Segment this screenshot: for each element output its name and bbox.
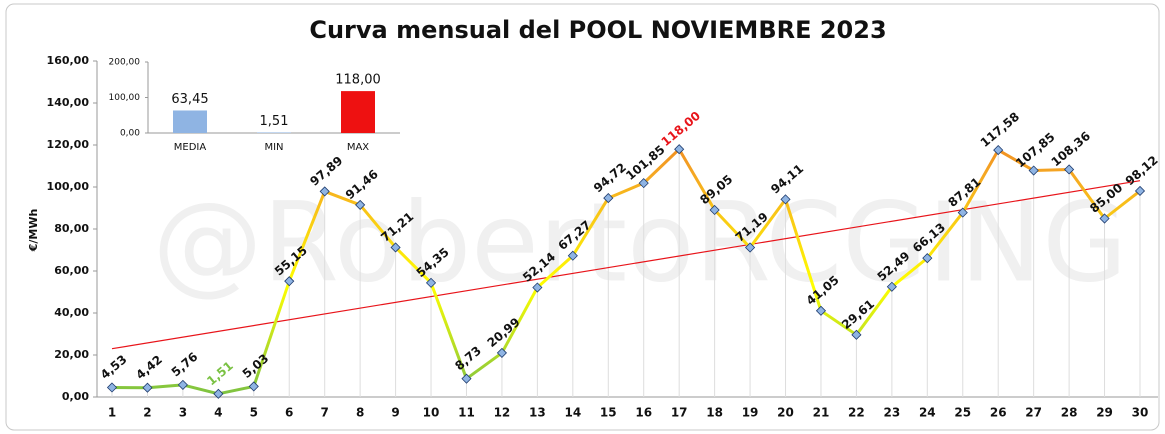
x-tick-label: 15 bbox=[600, 406, 617, 420]
x-tick-label: 1 bbox=[108, 406, 116, 420]
marker bbox=[922, 253, 933, 264]
x-tick-label: 22 bbox=[848, 406, 865, 420]
x-tick-label: 7 bbox=[321, 406, 329, 420]
x-tick-label: 13 bbox=[529, 406, 546, 420]
marker bbox=[1134, 185, 1146, 197]
watermark: @RobertoRCGING bbox=[153, 178, 1128, 306]
x-tick-label: 6 bbox=[285, 406, 293, 420]
y-tick-label: 100,00 bbox=[47, 180, 90, 193]
marker bbox=[142, 382, 153, 393]
marker bbox=[638, 178, 649, 189]
y-tick-label: 0,00 bbox=[120, 129, 140, 139]
marker bbox=[496, 347, 507, 358]
x-tick-label: 2 bbox=[143, 406, 151, 420]
x-tick-label: 25 bbox=[954, 406, 971, 420]
marker bbox=[248, 381, 259, 392]
marker bbox=[674, 144, 685, 155]
x-tick-label: 24 bbox=[919, 406, 936, 420]
y-tick-label: 200,00 bbox=[109, 58, 141, 68]
trendline bbox=[111, 180, 1141, 350]
x-tick-label: 29 bbox=[1096, 406, 1113, 420]
y-tick-label: 20,00 bbox=[54, 348, 89, 361]
marker bbox=[957, 207, 968, 218]
bar bbox=[341, 91, 375, 133]
marker bbox=[532, 282, 543, 293]
x-tick-label: 14 bbox=[564, 406, 581, 420]
x-tick-label: 4 bbox=[214, 406, 222, 420]
marker bbox=[567, 250, 578, 261]
marker bbox=[815, 305, 827, 316]
x-tick-label: MEDIA bbox=[174, 142, 207, 153]
marker bbox=[319, 186, 330, 197]
line bbox=[111, 147, 1141, 396]
marker bbox=[780, 194, 791, 205]
x-tick-label: MAX bbox=[347, 142, 369, 153]
chart-title: Curva mensual del POOL NOVIEMBRE 2023 bbox=[309, 16, 886, 44]
x-tick-label: 19 bbox=[742, 406, 759, 420]
y-tick-label: 140,00 bbox=[47, 96, 90, 109]
y-axis-label: €/MWh bbox=[27, 209, 40, 253]
x-tick-label: 9 bbox=[391, 406, 399, 420]
x-tick-label: 26 bbox=[990, 406, 1007, 420]
x-tick-label: 30 bbox=[1132, 406, 1149, 420]
x-tick-label: 28 bbox=[1061, 406, 1078, 420]
x-tick-label: 21 bbox=[813, 406, 830, 420]
x-tick-label: 11 bbox=[458, 406, 475, 420]
y-tick-label: 0,00 bbox=[62, 390, 89, 403]
x-tick-label: 5 bbox=[250, 406, 258, 420]
marker bbox=[106, 382, 118, 393]
bar bbox=[173, 110, 207, 133]
marker bbox=[851, 329, 862, 340]
chart-frame bbox=[5, 3, 1160, 431]
y-tick-label: 60,00 bbox=[54, 264, 89, 277]
marker bbox=[1064, 164, 1075, 175]
marker bbox=[603, 193, 614, 204]
marker bbox=[425, 277, 437, 288]
marker bbox=[213, 388, 224, 399]
marker bbox=[284, 276, 295, 287]
x-tick-label: 10 bbox=[423, 406, 440, 420]
x-tick-label: 12 bbox=[494, 406, 511, 420]
y-tick-label: 40,00 bbox=[54, 306, 89, 319]
marker bbox=[886, 281, 897, 292]
x-tick-label: 20 bbox=[777, 406, 794, 420]
x-tick-label: 23 bbox=[884, 406, 901, 420]
x-tick-label: 18 bbox=[706, 406, 723, 420]
y-tick-label: 80,00 bbox=[54, 222, 89, 235]
y-tick-label: 120,00 bbox=[47, 138, 90, 151]
bar-label: 118,00 bbox=[335, 73, 381, 88]
y-tick-label: 100,00 bbox=[109, 93, 141, 103]
marker bbox=[709, 204, 720, 216]
x-tick-label: MIN bbox=[264, 142, 283, 153]
marker bbox=[1099, 213, 1110, 224]
x-tick-label: 27 bbox=[1025, 406, 1042, 420]
bar bbox=[257, 132, 291, 133]
marker bbox=[177, 379, 188, 390]
x-tick-label: 3 bbox=[179, 406, 187, 420]
x-tick-label: 16 bbox=[635, 406, 652, 420]
marker bbox=[1028, 165, 1039, 176]
marker bbox=[993, 145, 1004, 156]
bar-label: 63,45 bbox=[171, 92, 208, 107]
y-tick-label: 160,00 bbox=[47, 54, 90, 67]
marker bbox=[355, 199, 366, 210]
x-tick-label: 8 bbox=[356, 406, 364, 420]
marker bbox=[745, 242, 756, 253]
marker bbox=[390, 242, 401, 253]
bar-label: 1,51 bbox=[260, 114, 289, 129]
x-tick-label: 17 bbox=[671, 406, 688, 420]
marker bbox=[461, 373, 472, 384]
